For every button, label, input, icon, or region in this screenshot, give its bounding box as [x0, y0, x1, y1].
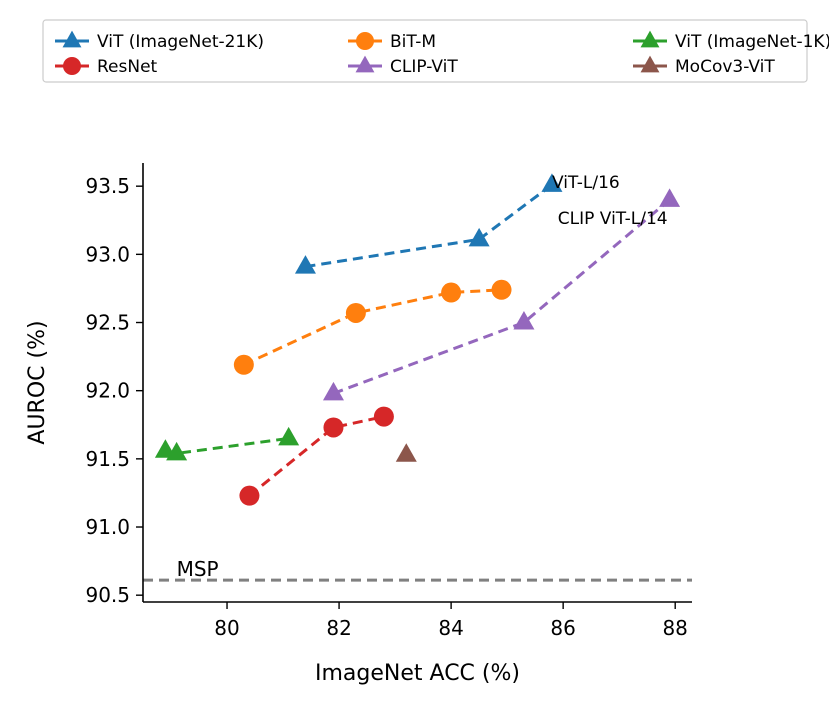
plot-area: MSP ViT-L/16 CLIP ViT-L/14: [143, 173, 692, 582]
series-clip-vit: [322, 188, 681, 401]
legend-label-vit-imagenet-21k: ViT (ImageNet-21K): [97, 32, 264, 52]
legend: ViT (ImageNet-21K) BiT-M ViT (ImageNet-1K)…: [42, 19, 829, 83]
legend-item-vit-imagenet-1k: ViT (ImageNet-1K): [633, 30, 829, 52]
x-tick-label-88: 88: [662, 616, 687, 640]
data-point-vit-imagenet-1k-2: [278, 426, 300, 446]
legend-marker-clip-vit: [355, 55, 375, 73]
legend-label-bit-m: BiT-M: [390, 32, 436, 52]
y-tick-label-0: 90.5: [85, 583, 130, 607]
x-axis-title: ImageNet ACC (%): [315, 661, 520, 686]
legend-marker-resnet: [63, 57, 81, 75]
legend-marker-vit-imagenet-21k: [62, 30, 82, 48]
legend-label-clip-vit: CLIP-ViT: [390, 57, 458, 77]
legend-label-resnet: ResNet: [97, 57, 158, 77]
data-point-resnet-0: [239, 485, 260, 506]
legend-label-mocov3-vit: MoCov3-ViT: [675, 57, 775, 77]
data-point-resnet-1: [323, 417, 344, 438]
x-tick-label-82: 82: [326, 616, 351, 640]
annotation-vit-l-16: ViT-L/16: [552, 173, 620, 193]
legend-item-mocov3-vit: MoCov3-ViT: [633, 55, 775, 77]
series-line-resnet: [248, 415, 385, 497]
legend-item-resnet: ResNet: [55, 57, 158, 77]
series-line-vit-imagenet-21k: [305, 183, 553, 269]
data-point-bit-m-2: [441, 282, 462, 303]
y-tick-label-3: 92.0: [85, 379, 130, 403]
legend-marker-mocov3-vit: [640, 55, 660, 73]
x-tick-label-80: 80: [214, 616, 239, 640]
series-mocov3-vit: [395, 443, 417, 462]
data-point-vit-imagenet-21k-1: [468, 227, 490, 247]
y-tick-label-6: 93.5: [85, 174, 130, 198]
y-tick-label-4: 92.5: [85, 311, 130, 335]
series-line-clip-vit: [332, 198, 671, 395]
data-point-clip-vit-1: [513, 311, 535, 330]
legend-marker-bit-m: [356, 32, 374, 50]
y-tick-label-2: 91.5: [85, 447, 130, 471]
x-tick-label-86: 86: [550, 616, 575, 640]
data-point-vit-imagenet-21k-2: [541, 173, 563, 192]
annotation-clip-vit-l-14: CLIP ViT-L/14: [558, 209, 668, 229]
x-tick-label-84: 84: [438, 616, 463, 640]
data-point-mocov3-vit-0: [395, 443, 417, 462]
legend-marker-vit-imagenet-1k: [640, 30, 660, 48]
legend-item-bit-m: BiT-M: [348, 32, 436, 52]
series-line-bit-m: [243, 288, 502, 367]
data-point-bit-m-3: [491, 279, 512, 300]
data-point-bit-m-1: [345, 302, 366, 323]
series-vit-imagenet-1k: [154, 426, 300, 461]
legend-frame: [42, 19, 808, 83]
data-point-vit-imagenet-1k-1: [166, 441, 188, 461]
data-point-vit-imagenet-21k-0: [294, 255, 316, 274]
data-point-bit-m-0: [233, 354, 254, 375]
y-tick-label-1: 91.0: [85, 515, 130, 539]
y-axis-title: AUROC (%): [25, 320, 50, 444]
series-vit-imagenet-21k: [294, 173, 563, 274]
y-tick-label-5: 93.0: [85, 242, 130, 266]
msp-label: MSP: [177, 557, 219, 581]
data-point-clip-vit-0: [322, 381, 344, 401]
data-point-resnet-2: [373, 406, 394, 427]
data-point-clip-vit-2: [659, 188, 681, 207]
series-resnet: [239, 406, 394, 506]
legend-item-vit-imagenet-21k: ViT (ImageNet-21K): [55, 30, 264, 52]
series-bit-m: [233, 279, 512, 375]
axes: 80 82 84 86 88 90.5 91.0 91.5 92.0 92.5 93.0 93.5 Im…: [25, 163, 692, 686]
legend-label-vit-imagenet-1k: ViT (ImageNet-1K): [675, 32, 829, 52]
legend-item-clip-vit: CLIP-ViT: [348, 55, 458, 77]
series-line-vit-imagenet-1k: [165, 436, 289, 455]
